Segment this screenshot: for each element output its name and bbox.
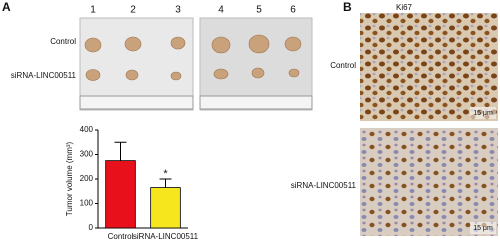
significance-mark: * <box>163 168 168 180</box>
sample-number: 2 <box>130 5 136 16</box>
stain-label: Ki67 <box>396 3 413 12</box>
ruler <box>199 95 313 110</box>
row-label: siRNA-LINC00511 <box>11 71 77 80</box>
y-tick-label: 0 <box>89 223 94 232</box>
micrograph <box>360 128 498 236</box>
scale-bar-label: 15 μm <box>473 225 493 232</box>
sample-number: 1 <box>90 5 96 16</box>
panel-label: A <box>2 0 11 14</box>
sample-number: 3 <box>175 5 181 16</box>
y-tick-label: 100 <box>80 199 94 208</box>
bar <box>105 160 136 229</box>
photo-tray <box>199 17 313 111</box>
x-tick-label: siRNA-LINC00511 <box>133 232 199 240</box>
y-tick-label: 300 <box>80 150 94 159</box>
bar-chart: 0 100 200 300 400 Tumor volume (mm³) Control si… <box>65 125 199 240</box>
sample-number: 6 <box>290 5 296 16</box>
row-label: Control <box>50 37 76 46</box>
scale-box <box>470 107 496 119</box>
micrograph <box>360 13 498 121</box>
panel-label: B <box>343 0 352 14</box>
sample-number: 5 <box>256 5 262 16</box>
photo-tray <box>79 17 194 111</box>
tumors <box>84 34 302 81</box>
sample-number: 4 <box>218 5 224 16</box>
y-tick-label: 400 <box>80 125 94 134</box>
row-label: Control <box>330 61 356 70</box>
y-tick-label: 200 <box>80 174 94 183</box>
scale-bar-label: 15 μm <box>473 110 493 117</box>
row-label: siRNA-LINC00511 <box>291 181 357 190</box>
x-tick-label: Control <box>108 232 134 240</box>
ruler <box>79 95 194 110</box>
bar <box>150 187 181 229</box>
scale-box <box>470 222 496 234</box>
y-axis-label: Tumor volume (mm³) <box>65 141 74 216</box>
